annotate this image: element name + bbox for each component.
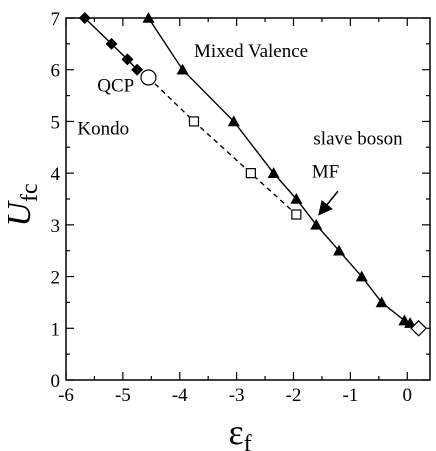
series-line-1 — [147, 17, 411, 324]
y-tick-label: 2 — [51, 268, 61, 289]
x-tick-label: -2 — [286, 385, 302, 406]
data-point-s0-1 — [105, 37, 118, 50]
data-point-s2-3 — [291, 209, 302, 220]
annotation-1: QCP — [97, 75, 134, 96]
annotation-2: Kondo — [77, 118, 129, 139]
data-point-s1-8 — [375, 296, 388, 308]
series-line-0 — [84, 17, 138, 71]
x-axis-title: εf — [228, 412, 251, 451]
mf-arrow — [318, 190, 339, 216]
y-axis-symbol: U — [1, 200, 38, 227]
annotation-3: slave boson — [313, 129, 403, 150]
x-tick-label: -5 — [115, 385, 131, 406]
x-tick-label: -1 — [342, 385, 358, 406]
data-point-s0-3 — [131, 63, 144, 76]
data-point-s1-0 — [142, 12, 155, 23]
x-tick-label: -3 — [229, 385, 245, 406]
x-tick-label: -4 — [172, 385, 188, 406]
y-axis-subscript: fc — [17, 183, 43, 202]
data-point-s1-6 — [333, 244, 345, 256]
y-tick-label: 3 — [51, 216, 61, 237]
y-tick-label: 1 — [51, 319, 61, 340]
data-point-s0-0 — [78, 12, 91, 24]
data-point-s1-1 — [176, 63, 189, 75]
data-point-s2-2 — [245, 168, 256, 179]
data-point-s3-0 — [140, 69, 157, 86]
data-point-s1-3 — [267, 167, 280, 178]
y-tick-label: 4 — [51, 164, 61, 185]
data-point-s1-10 — [404, 317, 417, 328]
data-point-s1-2 — [227, 115, 240, 127]
data-point-s0-2 — [121, 53, 134, 66]
annotation-4: MF — [312, 161, 339, 182]
y-tick-label: 0 — [51, 371, 61, 392]
y-axis-title: Ufc — [1, 183, 43, 226]
annotation-0: Mixed Valence — [194, 41, 308, 62]
y-tick-label: 5 — [51, 112, 61, 133]
data-point-s1-7 — [355, 270, 368, 282]
y-tick-label: 7 — [51, 9, 61, 30]
data-point-s2-1 — [188, 116, 200, 127]
series-line-2 — [147, 76, 297, 216]
y-tick-label: 6 — [51, 61, 61, 82]
x-axis-symbol: ε — [228, 412, 243, 451]
data-point-s1-5 — [310, 218, 323, 230]
x-axis-subscript: f — [244, 431, 252, 451]
data-point-s1-4 — [290, 193, 303, 204]
x-tick-label: 0 — [403, 385, 413, 406]
plot-frame — [65, 17, 431, 381]
data-point-s4-0 — [410, 319, 427, 337]
x-tick-label: -6 — [58, 385, 74, 406]
